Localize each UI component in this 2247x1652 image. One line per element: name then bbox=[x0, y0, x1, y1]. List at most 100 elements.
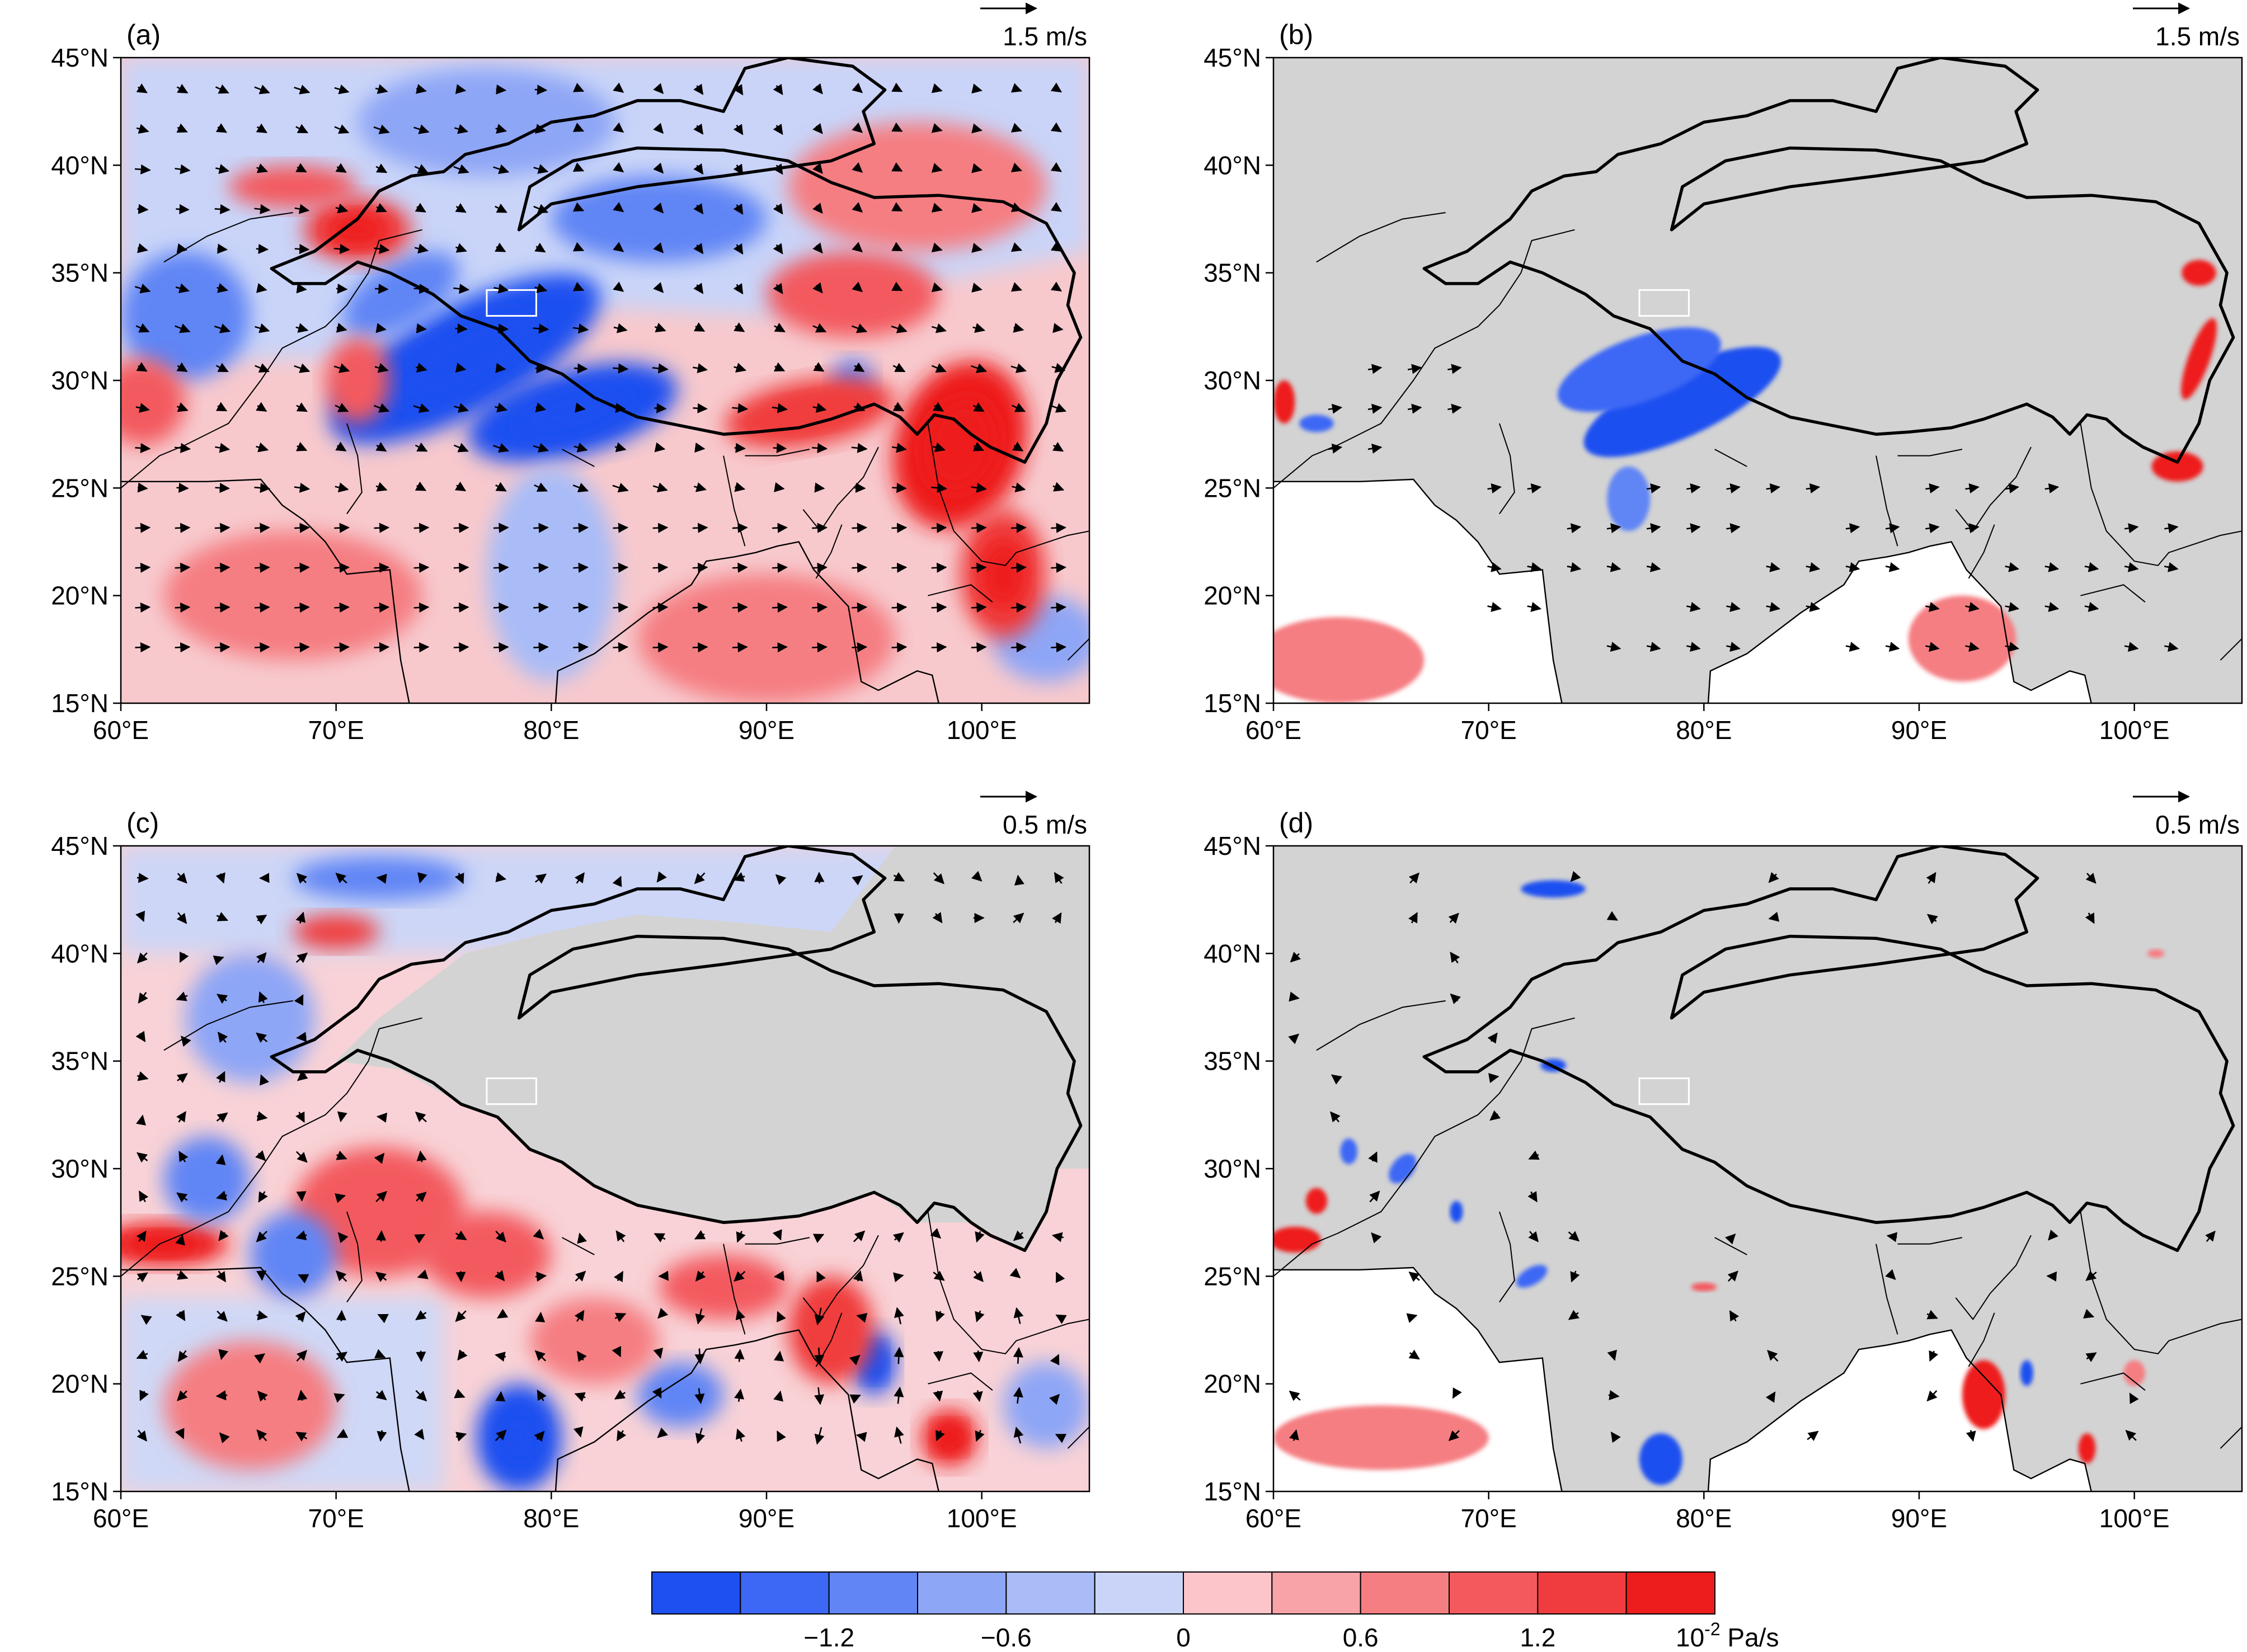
wind-vector bbox=[849, 1394, 861, 1404]
wind-vector bbox=[296, 1032, 307, 1042]
wind-vector bbox=[215, 1390, 228, 1401]
anomaly-core bbox=[934, 1422, 965, 1453]
wind-vector bbox=[215, 1071, 225, 1083]
country-border bbox=[1875, 1244, 1898, 1335]
wind-vector bbox=[1050, 1354, 1060, 1366]
wind-vector bbox=[894, 1426, 904, 1444]
wind-vector bbox=[260, 1074, 270, 1086]
colorbar-swatch bbox=[1537, 1571, 1627, 1615]
wind-vector bbox=[1289, 1429, 1299, 1441]
anomaly-patch bbox=[637, 574, 896, 703]
wind-vector bbox=[255, 363, 270, 373]
wind-vector bbox=[971, 870, 983, 882]
wind-vector bbox=[853, 1270, 863, 1282]
wind-vector bbox=[493, 602, 509, 613]
wind-vector bbox=[373, 403, 390, 413]
country-border bbox=[1498, 423, 1515, 515]
wind-vector bbox=[334, 562, 350, 573]
wind-vector bbox=[254, 562, 270, 573]
wind-vector bbox=[971, 123, 983, 134]
wind-vector bbox=[1290, 952, 1301, 963]
wind-vector bbox=[375, 203, 387, 213]
wind-vector bbox=[335, 163, 347, 173]
wind-vector bbox=[256, 952, 267, 963]
anomaly-patch bbox=[163, 531, 422, 661]
wind-vector bbox=[175, 164, 191, 175]
wind-vector bbox=[414, 243, 429, 254]
wind-vector bbox=[735, 1309, 746, 1322]
wind-vector bbox=[217, 1032, 228, 1043]
wind-vector bbox=[694, 1230, 706, 1240]
lat-tick-label: 25°N bbox=[1204, 473, 1261, 502]
wind-vector bbox=[136, 1230, 147, 1242]
wind-vector bbox=[337, 1232, 349, 1244]
wind-vector bbox=[413, 284, 430, 294]
wind-vector bbox=[256, 1429, 267, 1442]
wind-vector bbox=[175, 1310, 186, 1321]
wind-vector bbox=[613, 562, 629, 573]
wind-vector bbox=[652, 562, 669, 573]
wind-vector bbox=[415, 363, 427, 373]
wind-vector bbox=[333, 1393, 345, 1403]
wind-vector bbox=[334, 84, 350, 95]
wind-vector bbox=[495, 402, 508, 413]
anomaly-patch bbox=[1908, 595, 2016, 682]
anomaly-patch bbox=[2182, 260, 2216, 286]
wind-vector bbox=[135, 403, 150, 413]
wind-vector bbox=[1845, 642, 1860, 652]
wind-vector bbox=[1010, 83, 1023, 93]
wind-vector bbox=[812, 562, 828, 573]
wind-vector bbox=[852, 202, 863, 213]
wind-vector bbox=[295, 1311, 306, 1322]
colorbar-tick-label: 0.6 bbox=[1343, 1623, 1379, 1652]
wind-vector bbox=[1845, 523, 1860, 534]
wind-vector bbox=[454, 1389, 466, 1399]
wind-vector bbox=[1606, 523, 1621, 534]
wind-vector bbox=[613, 242, 624, 252]
study-region-box bbox=[486, 289, 537, 317]
wind-vector bbox=[414, 164, 429, 173]
wind-vector bbox=[175, 1428, 185, 1439]
country-border bbox=[1273, 1017, 1575, 1277]
wind-vector bbox=[1567, 523, 1582, 534]
wind-vector bbox=[773, 1390, 783, 1402]
wind-vector bbox=[733, 163, 744, 175]
wind-vector bbox=[258, 1191, 268, 1203]
wind-vector bbox=[334, 124, 350, 134]
anomaly-patch bbox=[551, 176, 767, 262]
country-border bbox=[1968, 1312, 1995, 1367]
reference-vector-label: 1.5 m/s bbox=[2155, 22, 2240, 51]
coastline bbox=[121, 478, 410, 703]
wind-vector bbox=[616, 1430, 627, 1442]
wind-vector bbox=[297, 1070, 308, 1081]
wind-vector bbox=[1051, 602, 1066, 613]
anomaly-patch bbox=[1691, 1282, 1717, 1292]
wind-vector bbox=[137, 1152, 148, 1163]
plateau-outline bbox=[1422, 58, 2235, 464]
wind-vector bbox=[453, 562, 469, 573]
wind-vector bbox=[1013, 1427, 1024, 1444]
wind-vector bbox=[933, 1350, 944, 1362]
anomaly-core bbox=[807, 1300, 855, 1360]
wind-vector bbox=[1010, 282, 1023, 292]
lat-tick-label: 25°N bbox=[51, 1262, 109, 1291]
wind-vector bbox=[732, 403, 749, 413]
wind-vector bbox=[375, 163, 388, 173]
wind-vector bbox=[453, 602, 469, 613]
wind-vector bbox=[2085, 873, 2096, 884]
wind-vector bbox=[533, 164, 549, 174]
wind-vector bbox=[772, 562, 788, 573]
lat-tick-label: 35°N bbox=[51, 258, 109, 288]
country-border bbox=[346, 1211, 363, 1303]
wind-vector bbox=[693, 283, 704, 294]
wind-vector bbox=[695, 1308, 706, 1325]
lat-tick-label: 30°N bbox=[51, 366, 109, 395]
wind-vector bbox=[775, 874, 787, 885]
wind-vector bbox=[415, 1111, 427, 1123]
lon-tick-label: 60°E bbox=[1245, 716, 1301, 745]
wind-vector bbox=[1487, 1032, 1498, 1044]
wind-vector bbox=[455, 1310, 467, 1322]
wind-vector bbox=[1686, 483, 1701, 493]
lat-tick-label: 40°N bbox=[1204, 150, 1261, 180]
wind-vector bbox=[1606, 911, 1618, 921]
